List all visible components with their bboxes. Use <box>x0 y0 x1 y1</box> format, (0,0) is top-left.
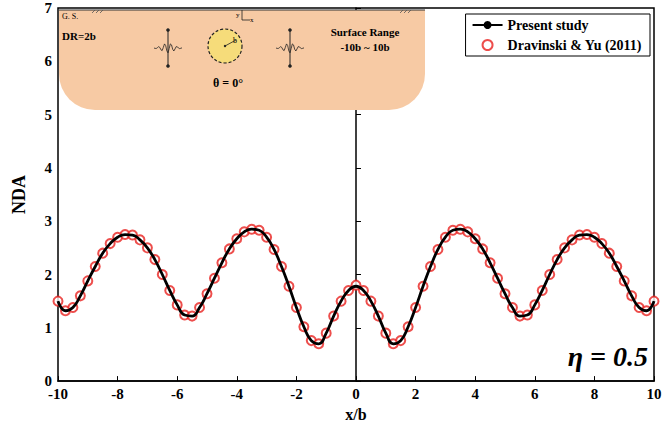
svg-text:6: 6 <box>531 386 539 402</box>
svg-text:NDA: NDA <box>9 175 29 214</box>
svg-text:b: b <box>233 36 237 45</box>
svg-text:-6: -6 <box>171 386 184 402</box>
svg-text:DR=2b: DR=2b <box>62 30 96 42</box>
svg-text:4: 4 <box>471 386 479 402</box>
svg-text:2: 2 <box>412 386 420 402</box>
svg-text:-10: -10 <box>48 386 68 402</box>
svg-text:2: 2 <box>45 267 53 283</box>
svg-text:1: 1 <box>45 320 53 336</box>
svg-text:3: 3 <box>45 213 53 229</box>
svg-text:Dravinski & Yu (2011): Dravinski & Yu (2011) <box>508 38 642 54</box>
svg-text:η = 0.5: η = 0.5 <box>568 341 648 372</box>
svg-text:8: 8 <box>591 386 599 402</box>
svg-text:-2: -2 <box>290 386 303 402</box>
svg-text:Surface Range: Surface Range <box>331 26 400 38</box>
svg-text:x: x <box>250 16 254 24</box>
svg-text:θ = 0°: θ = 0° <box>213 76 243 90</box>
svg-text:6: 6 <box>45 53 53 69</box>
svg-text:x/b: x/b <box>345 406 366 423</box>
svg-text:Present study: Present study <box>508 18 589 33</box>
svg-text:7: 7 <box>45 0 53 16</box>
svg-text:-4: -4 <box>231 386 244 402</box>
svg-text:-8: -8 <box>111 386 124 402</box>
svg-text:y: y <box>236 11 240 19</box>
svg-text:10: 10 <box>647 386 662 402</box>
svg-text:5: 5 <box>45 107 53 123</box>
svg-text:-10b ~ 10b: -10b ~ 10b <box>340 41 389 53</box>
svg-text:0: 0 <box>352 386 360 402</box>
svg-text:G. S.: G. S. <box>62 12 78 21</box>
svg-text:4: 4 <box>45 160 53 176</box>
svg-text:0: 0 <box>44 373 52 390</box>
